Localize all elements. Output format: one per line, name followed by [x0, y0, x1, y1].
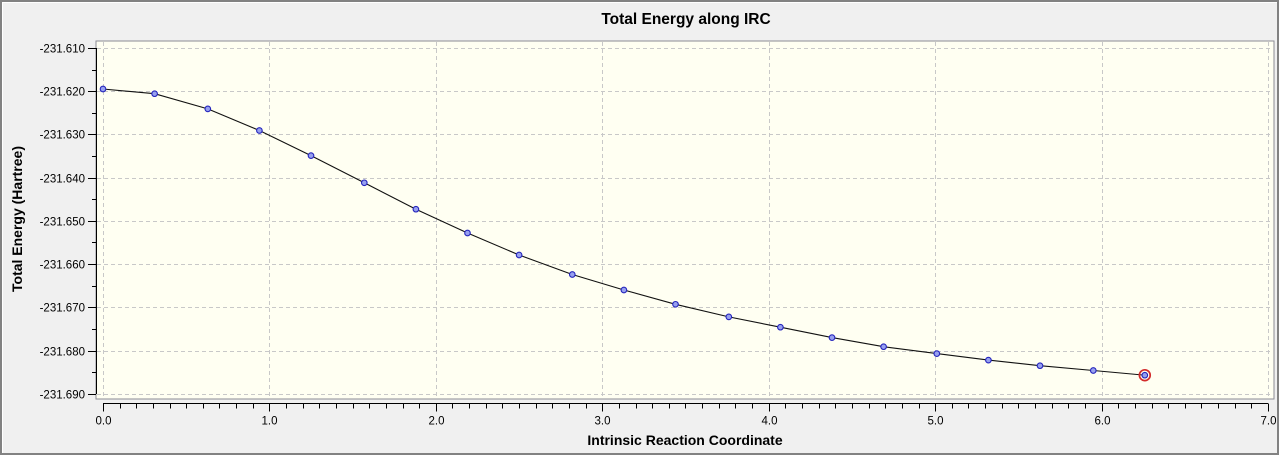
- data-point-marker[interactable]: [307, 152, 315, 159]
- y-tick-label: -231.680: [40, 347, 85, 359]
- data-point-marker[interactable]: [1036, 362, 1044, 370]
- data-point-marker[interactable]: [1089, 367, 1097, 374]
- y-tick-label: -231.620: [40, 87, 85, 99]
- data-point-marker[interactable]: [412, 205, 420, 213]
- selected-point-ring: [1138, 368, 1152, 382]
- y-tick-label: -231.690: [40, 390, 85, 402]
- data-point-marker[interactable]: [777, 323, 784, 331]
- x-tick-label: 7.0: [1261, 416, 1277, 428]
- x-tick-label: 1.0: [262, 416, 278, 428]
- data-point-marker[interactable]: [515, 251, 523, 259]
- data-point-marker[interactable]: [464, 229, 471, 237]
- data-point-marker[interactable]: [204, 105, 212, 113]
- x-tick-label: 5.0: [928, 416, 944, 428]
- data-point-marker[interactable]: [933, 350, 941, 357]
- data-point-marker[interactable]: [620, 286, 628, 294]
- y-tick-label: -231.650: [40, 217, 85, 229]
- data-point-marker[interactable]: [99, 85, 107, 93]
- y-tick-label: -231.640: [40, 174, 85, 186]
- chart-title: Total Energy along IRC: [601, 11, 771, 28]
- y-tick-label: -231.610: [40, 44, 85, 56]
- data-point-marker[interactable]: [985, 356, 992, 364]
- x-tick-label: 6.0: [1095, 416, 1111, 428]
- data-point-marker[interactable]: [880, 343, 887, 351]
- data-point-marker[interactable]: [1141, 371, 1149, 379]
- data-point-marker[interactable]: [828, 334, 836, 341]
- data-point-marker[interactable]: [672, 300, 679, 308]
- x-axis-title: Intrinsic Reaction Coordinate: [587, 432, 783, 448]
- data-point-marker[interactable]: [151, 90, 158, 98]
- data-point-marker[interactable]: [360, 179, 368, 187]
- plot-area[interactable]: [95, 40, 1275, 400]
- y-tick-label: -231.660: [40, 260, 85, 272]
- x-tick-label: 4.0: [762, 416, 778, 428]
- y-tick-label: -231.630: [40, 130, 85, 142]
- x-tick-label: 0.0: [96, 416, 112, 428]
- data-point-marker[interactable]: [568, 271, 576, 278]
- data-point-marker[interactable]: [725, 313, 733, 321]
- x-tick-label: 2.0: [429, 416, 445, 428]
- y-tick-label: -231.670: [40, 303, 85, 315]
- data-point-marker[interactable]: [256, 127, 263, 134]
- x-tick-label: 3.0: [595, 416, 611, 428]
